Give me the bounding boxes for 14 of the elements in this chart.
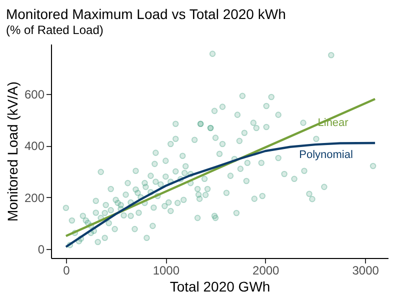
x-tick-label: 1000 bbox=[152, 264, 180, 278]
y-tick-label: 400 bbox=[24, 139, 45, 154]
y-tick-label: 200 bbox=[24, 190, 45, 205]
series-label: Polynomial bbox=[299, 148, 353, 161]
x-tick-label: 2000 bbox=[252, 264, 280, 278]
y-tick-label: 0 bbox=[38, 242, 45, 256]
y-axis-title: Monitored Load (kV/A) bbox=[4, 81, 20, 222]
x-tick-label: 0 bbox=[63, 264, 70, 278]
line-series bbox=[64, 142, 376, 248]
chart-subtitle: (% of Rated Load) bbox=[6, 23, 104, 37]
x-axis-title: Total 2020 GWh bbox=[170, 278, 270, 294]
y-tick-label: 600 bbox=[24, 87, 45, 102]
x-tick-label: 3000 bbox=[352, 264, 380, 278]
chart-title: Monitored Maximum Load vs Total 2020 kWh bbox=[6, 6, 286, 22]
